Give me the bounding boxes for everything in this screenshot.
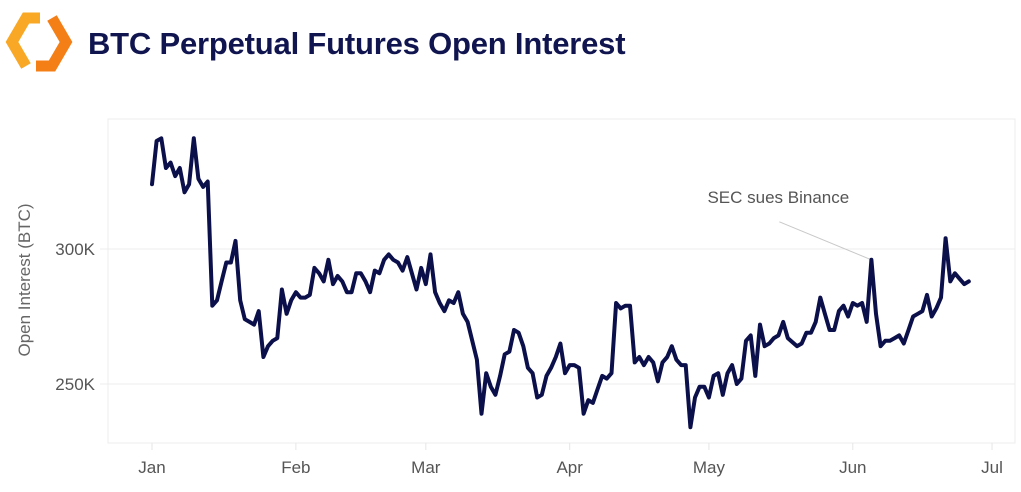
x-tick-label: Mar [411, 458, 441, 477]
y-axis: 250K 300K [55, 240, 95, 394]
x-tick-label: May [693, 458, 726, 477]
annotation-label: SEC sues Binance [707, 188, 849, 207]
x-axis: Jan Feb Mar Apr May Jun Jul [138, 443, 1003, 477]
x-tick-label: Jun [839, 458, 866, 477]
x-tick-label: Jan [138, 458, 165, 477]
annotation-leader-line [779, 221, 872, 261]
x-tick-label: Feb [281, 458, 310, 477]
y-tick-label: 250K [55, 375, 95, 394]
series-line-group [150, 136, 971, 430]
y-tick-label: 300K [55, 240, 95, 259]
x-tick-label: Jul [981, 458, 1003, 477]
plot-area [107, 118, 1016, 444]
company-logo [5, 12, 73, 72]
gridlines [100, 248, 1015, 385]
annotation: SEC sues Binance [707, 188, 872, 261]
y-axis-title: Open Interest (BTC) [15, 203, 34, 356]
x-tick-label: Apr [556, 458, 583, 477]
page-title: BTC Perpetual Futures Open Interest [88, 26, 626, 61]
hexagon-logo-icon [5, 12, 73, 72]
